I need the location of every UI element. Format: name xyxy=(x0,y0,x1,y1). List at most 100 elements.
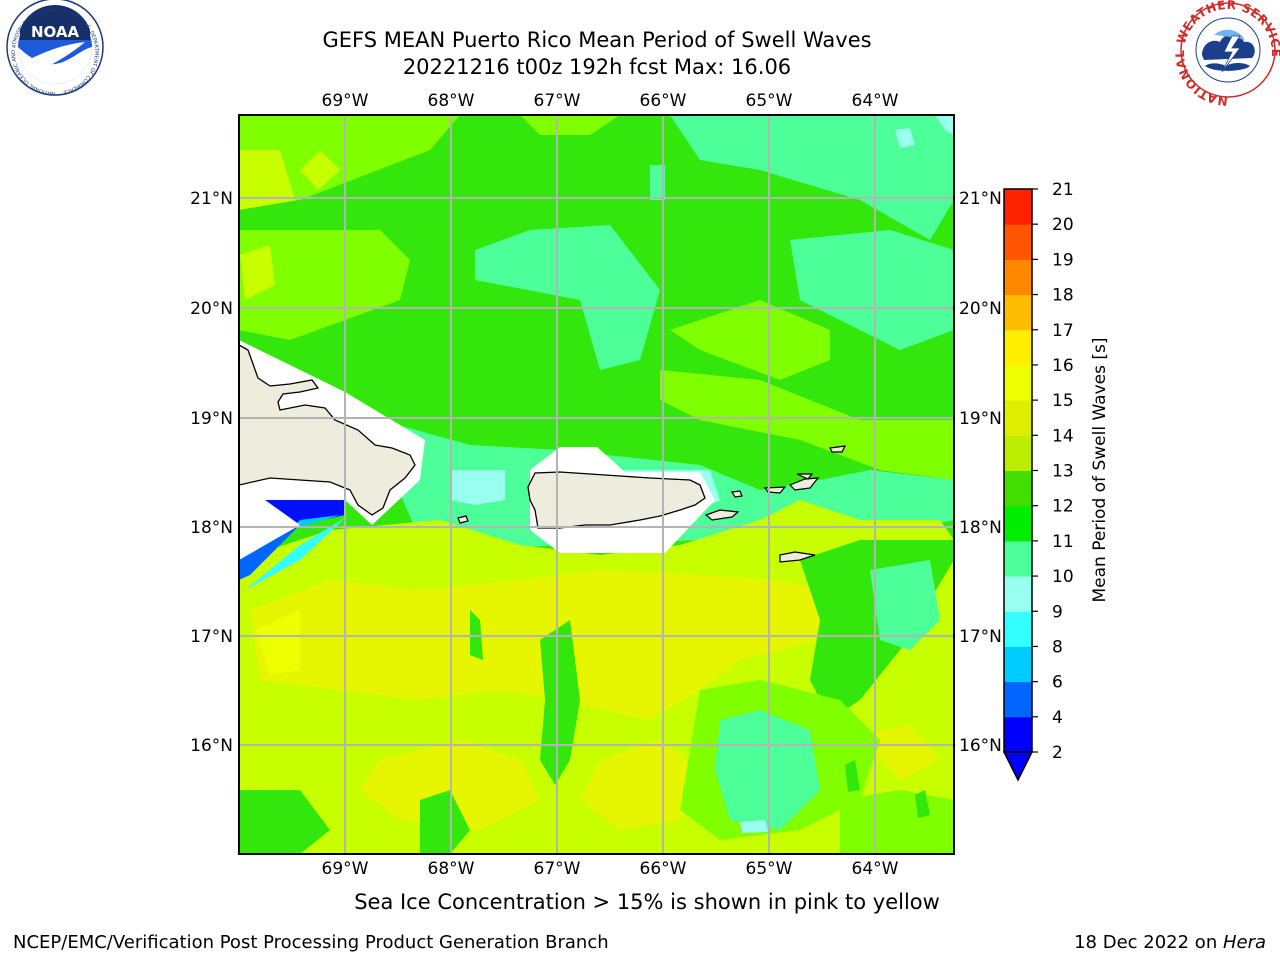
island-small xyxy=(779,551,816,563)
field-patch-lightcyan xyxy=(450,470,505,505)
sea-ice-caption: Sea Ice Concentration > 15% is shown in … xyxy=(354,890,940,914)
colorbar-swatch xyxy=(1004,224,1032,260)
colorbar-tick-label: 19 xyxy=(1052,250,1074,270)
lat-labels-left: 21°N 20°N 19°N 18°N 17°N 16°N xyxy=(190,189,233,756)
lon-label: 67°W xyxy=(534,91,581,111)
field-patch-mint xyxy=(790,230,954,350)
colorbar-swatch xyxy=(1004,505,1032,542)
colorbar-swatch xyxy=(1004,435,1032,471)
field-patch-yellow xyxy=(860,725,940,780)
field-patch-yellow xyxy=(580,740,700,830)
map-frame xyxy=(238,114,955,855)
lon-label: 68°W xyxy=(428,91,475,111)
lat-label: 21°N xyxy=(959,189,1002,209)
lon-label: 64°W xyxy=(852,91,899,111)
field-patch-green xyxy=(420,790,470,854)
lat-label: 17°N xyxy=(190,627,233,647)
island-small xyxy=(788,477,820,491)
colorbar-label: Mean Period of Swell Waves [s] xyxy=(1090,338,1110,603)
lat-label: 18°N xyxy=(959,518,1002,538)
colorbar-swatch xyxy=(1004,329,1032,366)
lat-label: 17°N xyxy=(959,627,1002,647)
field-patch-lightcyan xyxy=(740,820,768,833)
colorbar-swatch xyxy=(1004,576,1032,612)
colorbar-swatch xyxy=(1004,259,1032,296)
colorbar-extend-arrow xyxy=(1002,751,1034,782)
lon-labels-bottom: 69°W 68°W 67°W 66°W 65°W 64°W xyxy=(322,859,899,879)
island-small xyxy=(796,473,814,480)
field-patch-lime xyxy=(239,115,460,210)
field-patch-lightcyan xyxy=(935,115,954,135)
colorbar-tick-label: 4 xyxy=(1052,708,1063,728)
colorbar-tick-label: 13 xyxy=(1052,462,1074,482)
colorbar-tick-label: 17 xyxy=(1052,321,1074,341)
colorbar-tick-label: 16 xyxy=(1052,356,1074,376)
lon-label: 64°W xyxy=(852,859,899,879)
colorbar-tick-label: 20 xyxy=(1052,215,1074,235)
lon-label: 68°W xyxy=(428,859,475,879)
colorbar-swatch xyxy=(1004,189,1032,225)
colorbar: 2 4 6 8 9 10 11 12 13 14 15 16 17 18 19 20 21 xyxy=(1002,180,1074,782)
noaa-logo-text: NOAA xyxy=(31,23,80,41)
colorbar-tick-label: 10 xyxy=(1052,567,1074,587)
colorbar-tick-label: 21 xyxy=(1052,180,1074,200)
lat-label: 21°N xyxy=(190,189,233,209)
colorbar-swatch xyxy=(1004,540,1032,577)
island-small xyxy=(704,509,740,521)
lat-label: 18°N xyxy=(190,518,233,538)
noaa-logo: NOAA NATIONAL OCEANIC AND ATMOSPHERIC AD… xyxy=(6,0,104,96)
colorbar-tick-label: 2 xyxy=(1052,743,1063,763)
field-patch-green xyxy=(915,790,930,818)
lat-label: 16°N xyxy=(190,736,233,756)
island-small xyxy=(829,445,847,453)
field-patch-lightcyan xyxy=(895,128,915,148)
footer-organization: NCEP/EMC/Verification Post Processing Pr… xyxy=(13,932,609,953)
colorbar-swatch xyxy=(1004,716,1032,753)
footer-machine: Hera xyxy=(1222,932,1266,953)
island-small xyxy=(731,490,743,498)
field-patch-mint xyxy=(670,115,954,240)
field-patch-green xyxy=(540,620,580,785)
field-patch-lightcyan xyxy=(245,518,345,590)
colorbar-tick-label: 15 xyxy=(1052,391,1074,411)
colorbar-swatch xyxy=(1004,646,1032,683)
hispaniola-land xyxy=(239,344,416,516)
field-patch-lime xyxy=(239,230,410,340)
field-patch-mint xyxy=(870,560,940,650)
colorbar-tick-label: 8 xyxy=(1052,637,1063,657)
island-small xyxy=(457,515,469,524)
field-patch-yellow-green xyxy=(240,245,275,300)
colorbar-swatch xyxy=(1004,681,1032,718)
lat-label: 16°N xyxy=(959,736,1002,756)
colorbar-tick-label: 14 xyxy=(1052,426,1074,446)
colorbar-swatch xyxy=(1004,364,1032,401)
lat-label: 19°N xyxy=(190,409,233,429)
lon-label: 65°W xyxy=(746,859,793,879)
colorbar-tick-label: 12 xyxy=(1052,497,1074,517)
field-patch-mint xyxy=(475,225,660,370)
field-patch-green xyxy=(845,760,860,792)
lon-label: 67°W xyxy=(534,859,581,879)
lat-labels-right: 21°N 20°N 19°N 18°N 17°N 16°N xyxy=(959,189,1002,756)
field-patch-yellow-green xyxy=(300,150,340,190)
field-patch-lime xyxy=(520,115,620,135)
lon-label: 66°W xyxy=(640,91,687,111)
field-patch-lime xyxy=(670,300,830,380)
swell-period-field xyxy=(239,115,954,854)
colorbar-swatch xyxy=(1004,400,1032,436)
lat-label: 19°N xyxy=(959,409,1002,429)
graticule xyxy=(239,115,954,854)
lon-label: 69°W xyxy=(322,91,369,111)
field-patch-mint xyxy=(715,710,820,830)
field-patch-mint xyxy=(650,165,665,200)
colorbar-tick-label: 6 xyxy=(1052,673,1063,693)
lat-label: 20°N xyxy=(959,299,1002,319)
colorbar-swatch xyxy=(1004,611,1032,647)
nws-logo: NATIONAL WEATHER SERVICE xyxy=(1173,0,1280,108)
footer-date: 18 Dec 2022 on Hera xyxy=(1074,932,1266,953)
chart-title-line-1: GEFS MEAN Puerto Rico Mean Period of Swe… xyxy=(322,28,872,52)
field-patch-lime xyxy=(840,790,954,854)
lat-label: 20°N xyxy=(190,299,233,319)
colorbar-swatch xyxy=(1004,294,1032,331)
